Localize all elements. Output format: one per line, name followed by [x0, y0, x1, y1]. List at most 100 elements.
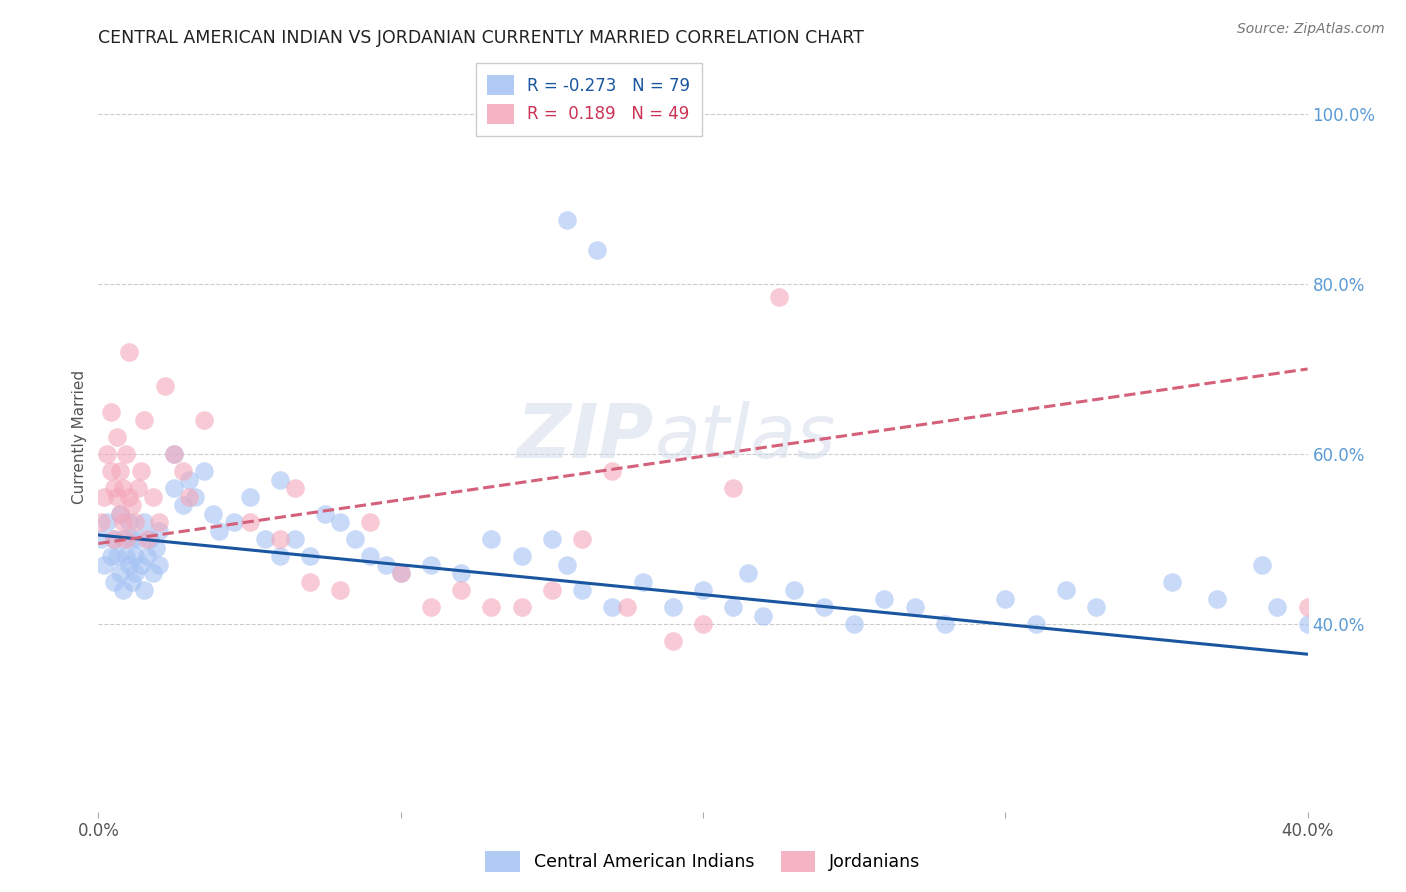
- Point: [114, 447, 136, 461]
- Point: [752, 608, 775, 623]
- Point: [692, 583, 714, 598]
- Point: [540, 583, 562, 598]
- Point: [179, 473, 201, 487]
- Point: [135, 533, 157, 547]
- Point: [692, 617, 714, 632]
- Point: [239, 515, 262, 529]
- Point: [723, 600, 745, 615]
- Point: [723, 481, 745, 495]
- Point: [108, 507, 131, 521]
- Point: [224, 515, 246, 529]
- Point: [314, 507, 336, 521]
- Point: [1296, 600, 1319, 615]
- Point: [1024, 617, 1046, 632]
- Point: [450, 583, 472, 598]
- Legend: Central American Indians, Jordanians: Central American Indians, Jordanians: [478, 844, 928, 879]
- Point: [118, 515, 141, 529]
- Point: [586, 243, 609, 257]
- Point: [299, 574, 322, 589]
- Point: [994, 591, 1017, 606]
- Point: [100, 549, 122, 564]
- Point: [103, 481, 125, 495]
- Point: [329, 515, 352, 529]
- Point: [269, 549, 291, 564]
- Y-axis label: Currently Married: Currently Married: [72, 370, 87, 504]
- Point: [129, 464, 152, 478]
- Point: [103, 533, 125, 547]
- Point: [114, 533, 136, 547]
- Point: [108, 464, 131, 478]
- Point: [111, 533, 134, 547]
- Point: [184, 490, 207, 504]
- Point: [1296, 617, 1319, 632]
- Point: [142, 566, 165, 581]
- Point: [153, 379, 176, 393]
- Point: [124, 566, 146, 581]
- Point: [129, 558, 152, 572]
- Point: [111, 481, 134, 495]
- Point: [344, 533, 367, 547]
- Point: [124, 515, 146, 529]
- Point: [284, 533, 307, 547]
- Point: [389, 566, 412, 581]
- Point: [172, 498, 194, 512]
- Point: [105, 430, 128, 444]
- Point: [571, 533, 593, 547]
- Point: [208, 524, 231, 538]
- Point: [132, 583, 155, 598]
- Point: [111, 515, 134, 529]
- Point: [1251, 558, 1274, 572]
- Point: [90, 515, 112, 529]
- Point: [555, 213, 578, 227]
- Point: [103, 574, 125, 589]
- Point: [139, 533, 162, 547]
- Point: [1160, 574, 1182, 589]
- Point: [148, 524, 170, 538]
- Point: [783, 583, 806, 598]
- Point: [100, 404, 122, 418]
- Point: [132, 515, 155, 529]
- Point: [132, 413, 155, 427]
- Point: [768, 289, 790, 303]
- Point: [163, 447, 186, 461]
- Point: [540, 533, 562, 547]
- Point: [360, 515, 382, 529]
- Point: [111, 583, 134, 598]
- Point: [374, 558, 396, 572]
- Point: [124, 549, 146, 564]
- Point: [121, 533, 143, 547]
- Point: [450, 566, 472, 581]
- Point: [1267, 600, 1289, 615]
- Point: [360, 549, 382, 564]
- Point: [127, 481, 149, 495]
- Point: [108, 507, 131, 521]
- Point: [96, 447, 118, 461]
- Point: [202, 507, 225, 521]
- Point: [1206, 591, 1229, 606]
- Point: [904, 600, 927, 615]
- Point: [96, 515, 118, 529]
- Point: [389, 566, 412, 581]
- Text: atlas: atlas: [655, 401, 837, 473]
- Point: [163, 447, 186, 461]
- Point: [269, 473, 291, 487]
- Point: [253, 533, 276, 547]
- Text: ZIP: ZIP: [517, 401, 655, 474]
- Point: [873, 591, 896, 606]
- Point: [661, 600, 683, 615]
- Point: [269, 533, 291, 547]
- Point: [1085, 600, 1108, 615]
- Point: [121, 574, 143, 589]
- Text: CENTRAL AMERICAN INDIAN VS JORDANIAN CURRENTLY MARRIED CORRELATION CHART: CENTRAL AMERICAN INDIAN VS JORDANIAN CUR…: [98, 29, 865, 47]
- Point: [103, 533, 125, 547]
- Point: [239, 490, 262, 504]
- Point: [571, 583, 593, 598]
- Point: [631, 574, 654, 589]
- Point: [481, 600, 503, 615]
- Point: [934, 617, 956, 632]
- Point: [420, 600, 443, 615]
- Point: [1054, 583, 1077, 598]
- Point: [193, 464, 215, 478]
- Point: [114, 549, 136, 564]
- Point: [602, 600, 624, 615]
